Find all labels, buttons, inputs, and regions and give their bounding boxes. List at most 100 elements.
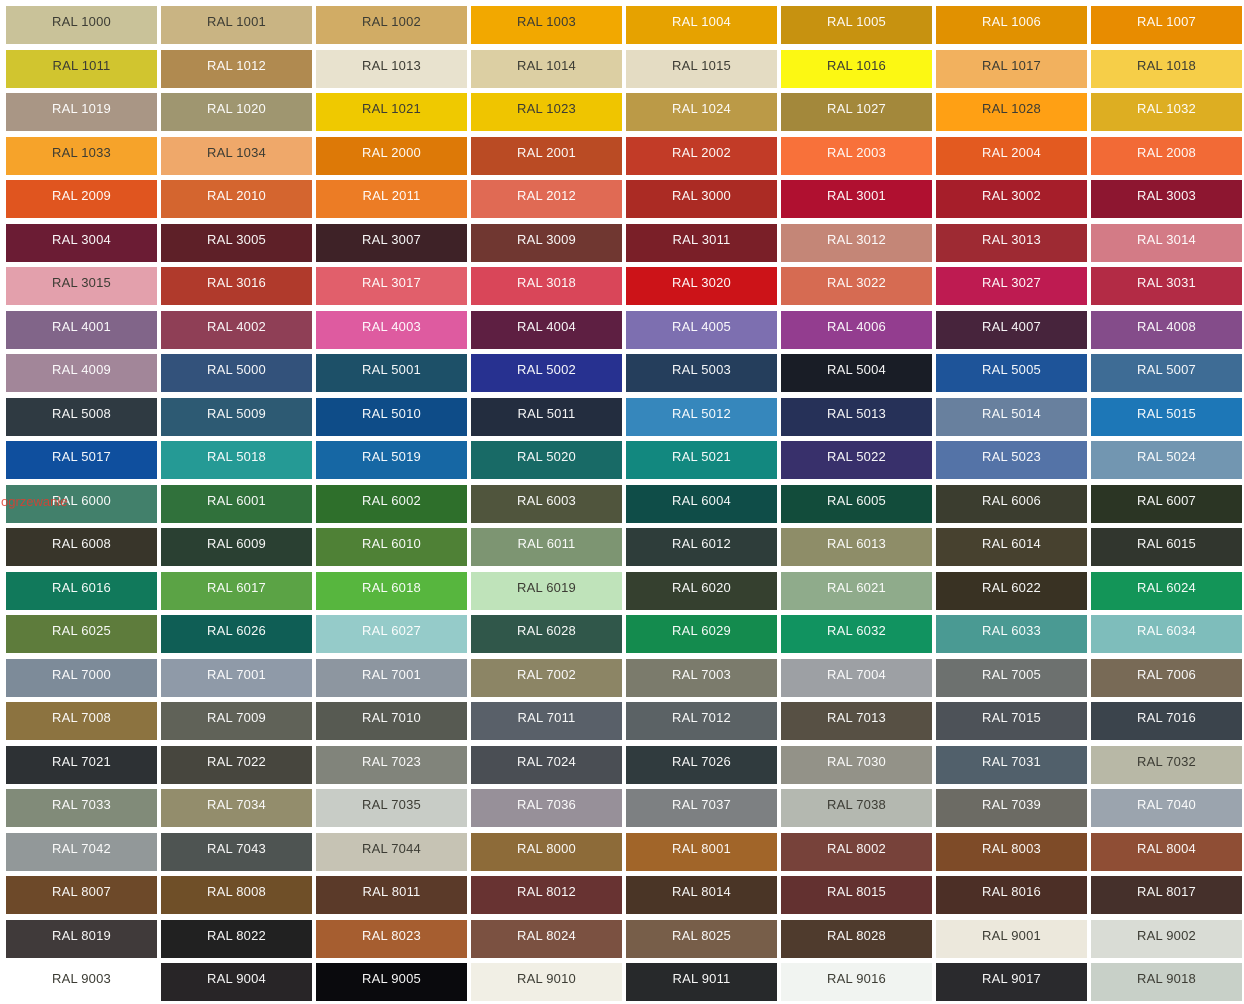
color-swatch-ral-1017: RAL 1017 [936, 49, 1087, 88]
color-swatch-ral-7037: RAL 7037 [626, 789, 777, 827]
color-swatch-ral-5009: RAL 5009 [161, 397, 312, 436]
color-swatch-ral-5019: RAL 5019 [316, 441, 467, 479]
color-swatch-ral-6018: RAL 6018 [316, 571, 467, 610]
color-swatch-ral-6028: RAL 6028 [471, 615, 622, 653]
color-swatch-ral-7043: RAL 7043 [161, 832, 312, 871]
color-swatch-ral-6002: RAL 6002 [316, 484, 467, 523]
color-swatch-ral-9016: RAL 9016 [781, 963, 932, 1001]
color-swatch-ral-6004: RAL 6004 [626, 484, 777, 523]
color-swatch-ral-5005: RAL 5005 [936, 354, 1087, 392]
color-swatch-ral-8024: RAL 8024 [471, 919, 622, 958]
color-swatch-ral-4004: RAL 4004 [471, 310, 622, 349]
color-swatch-ral-7002: RAL 7002 [471, 658, 622, 697]
color-swatch-ral-2008: RAL 2008 [1091, 136, 1242, 175]
color-swatch-ral-1034: RAL 1034 [161, 136, 312, 175]
color-swatch-ral-2010: RAL 2010 [161, 180, 312, 218]
color-swatch-ral-6010: RAL 6010 [316, 528, 467, 566]
color-swatch-ral-7034: RAL 7034 [161, 789, 312, 827]
color-swatch-ral-3027: RAL 3027 [936, 267, 1087, 305]
color-swatch-ral-3031: RAL 3031 [1091, 267, 1242, 305]
color-swatch-ral-3003: RAL 3003 [1091, 180, 1242, 218]
color-swatch-ral-2003: RAL 2003 [781, 136, 932, 175]
color-swatch-ral-8019: RAL 8019 [6, 919, 157, 958]
color-swatch-ral-7042: RAL 7042 [6, 832, 157, 871]
color-swatch-ral-3000: RAL 3000 [626, 180, 777, 218]
color-swatch-ral-8014: RAL 8014 [626, 876, 777, 914]
color-swatch-ral-1004: RAL 1004 [626, 6, 777, 44]
color-swatch-ral-5002: RAL 5002 [471, 354, 622, 392]
color-swatch-ral-3002: RAL 3002 [936, 180, 1087, 218]
color-swatch-ral-6019: RAL 6019 [471, 571, 622, 610]
color-swatch-ral-1024: RAL 1024 [626, 93, 777, 131]
color-swatch-ral-1003: RAL 1003 [471, 6, 622, 44]
color-swatch-ral-2011: RAL 2011 [316, 180, 467, 218]
color-swatch-ral-6000: RAL 6000 [6, 484, 157, 523]
color-swatch-ral-8011: RAL 8011 [316, 876, 467, 914]
color-swatch-ral-1016: RAL 1016 [781, 49, 932, 88]
color-swatch-ral-9002: RAL 9002 [1091, 919, 1242, 958]
color-swatch-ral-4001: RAL 4001 [6, 310, 157, 349]
color-swatch-ral-7040: RAL 7040 [1091, 789, 1242, 827]
color-swatch-ral-2002: RAL 2002 [626, 136, 777, 175]
color-swatch-ral-8003: RAL 8003 [936, 832, 1087, 871]
color-swatch-ral-1020: RAL 1020 [161, 93, 312, 131]
color-swatch-ral-3020: RAL 3020 [626, 267, 777, 305]
color-swatch-ral-5008: RAL 5008 [6, 397, 157, 436]
color-swatch-ral-9010: RAL 9010 [471, 963, 622, 1001]
color-swatch-ral-6029: RAL 6029 [626, 615, 777, 653]
color-swatch-ral-7038: RAL 7038 [781, 789, 932, 827]
color-swatch-ral-5000: RAL 5000 [161, 354, 312, 392]
color-swatch-ral-8002: RAL 8002 [781, 832, 932, 871]
color-swatch-ral-7004: RAL 7004 [781, 658, 932, 697]
color-swatch-ral-7023: RAL 7023 [316, 745, 467, 784]
color-swatch-ral-8028: RAL 8028 [781, 919, 932, 958]
color-swatch-ral-1023: RAL 1023 [471, 93, 622, 131]
color-swatch-ral-1015: RAL 1015 [626, 49, 777, 88]
color-swatch-ral-9005: RAL 9005 [316, 963, 467, 1001]
color-swatch-ral-7001: RAL 7001 [316, 658, 467, 697]
color-swatch-ral-7009: RAL 7009 [161, 702, 312, 740]
color-swatch-ral-5018: RAL 5018 [161, 441, 312, 479]
color-swatch-ral-6005: RAL 6005 [781, 484, 932, 523]
color-swatch-ral-9011: RAL 9011 [626, 963, 777, 1001]
color-swatch-ral-5010: RAL 5010 [316, 397, 467, 436]
color-swatch-ral-7016: RAL 7016 [1091, 702, 1242, 740]
color-swatch-ral-7010: RAL 7010 [316, 702, 467, 740]
color-swatch-ral-5013: RAL 5013 [781, 397, 932, 436]
color-swatch-ral-8001: RAL 8001 [626, 832, 777, 871]
color-swatch-ral-6007: RAL 6007 [1091, 484, 1242, 523]
color-swatch-ral-1033: RAL 1033 [6, 136, 157, 175]
color-swatch-ral-5017: RAL 5017 [6, 441, 157, 479]
color-swatch-ral-8017: RAL 8017 [1091, 876, 1242, 914]
color-swatch-ral-4008: RAL 4008 [1091, 310, 1242, 349]
color-swatch-ral-1005: RAL 1005 [781, 6, 932, 44]
color-swatch-ral-8012: RAL 8012 [471, 876, 622, 914]
color-swatch-ral-2012: RAL 2012 [471, 180, 622, 218]
color-swatch-ral-9004: RAL 9004 [161, 963, 312, 1001]
color-swatch-ral-6009: RAL 6009 [161, 528, 312, 566]
color-swatch-ral-1032: RAL 1032 [1091, 93, 1242, 131]
color-swatch-ral-7035-dup: RAL 7035 [316, 789, 467, 827]
color-swatch-ral-8007: RAL 8007 [6, 876, 157, 914]
color-swatch-ral-5015: RAL 5015 [1091, 397, 1242, 436]
color-swatch-ral-6017: RAL 6017 [161, 571, 312, 610]
color-swatch-ral-6033: RAL 6033 [936, 615, 1087, 653]
color-swatch-ral-2000: RAL 2000 [316, 136, 467, 175]
color-swatch-ral-7021: RAL 7021 [6, 745, 157, 784]
color-swatch-ral-1021: RAL 1021 [316, 93, 467, 131]
color-swatch-ral-6027: RAL 6027 [316, 615, 467, 653]
color-swatch-ral-1012: RAL 1012 [161, 49, 312, 88]
color-swatch-ral-1007: RAL 1007 [1091, 6, 1242, 44]
color-swatch-ral-8015: RAL 8015 [781, 876, 932, 914]
color-swatch-ral-5020: RAL 5020 [471, 441, 622, 479]
color-swatch-ral-7008: RAL 7008 [6, 702, 157, 740]
color-swatch-ral-4009: RAL 4009 [6, 354, 157, 392]
color-swatch-ral-1006: RAL 1006 [936, 6, 1087, 44]
color-swatch-ral-8022: RAL 8022 [161, 919, 312, 958]
color-swatch-ral-5004: RAL 5004 [781, 354, 932, 392]
color-swatch-ral-9003: RAL 9003 [6, 963, 157, 1001]
color-swatch-ral-4007: RAL 4007 [936, 310, 1087, 349]
color-swatch-ral-7006: RAL 7006 [1091, 658, 1242, 697]
color-swatch-ral-8004: RAL 8004 [1091, 832, 1242, 871]
color-swatch-ral-5024: RAL 5024 [1091, 441, 1242, 479]
